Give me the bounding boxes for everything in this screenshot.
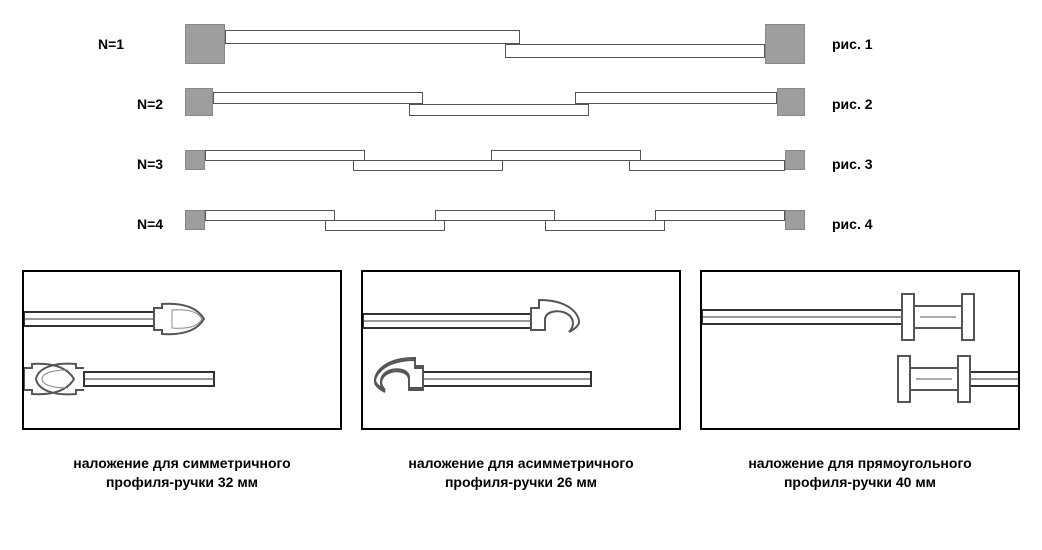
fig-label: рис. 4	[832, 216, 873, 232]
end-block-right	[777, 88, 805, 116]
end-block-left	[185, 150, 205, 170]
end-block-right	[785, 210, 805, 230]
top-schematics: N=1 рис. 1 N=2 рис. 2 N=3 рис.	[0, 0, 1042, 260]
panel	[491, 150, 641, 161]
caption-line2: профиля-ручки 40 мм	[784, 474, 936, 490]
schematic-n2	[185, 82, 805, 126]
symmetric-profile-icon	[24, 272, 342, 430]
n-label: N=2	[137, 96, 163, 112]
profile-box	[700, 270, 1020, 430]
fig-label: рис. 1	[832, 36, 873, 52]
row-n1: N=1 рис. 1	[0, 14, 1042, 74]
panel	[205, 150, 365, 161]
end-block-right	[765, 24, 805, 64]
profile-section: наложение для симметричного профиля-ручк…	[0, 270, 1042, 492]
panel	[353, 160, 503, 171]
n-label: N=1	[98, 36, 124, 52]
panel	[575, 92, 777, 104]
panel	[225, 30, 520, 44]
panel	[505, 44, 765, 58]
caption: наложение для асимметричного профиля-руч…	[361, 454, 681, 492]
row-n4: N=4 рис. 4	[0, 194, 1042, 254]
panel	[205, 210, 335, 221]
panel	[545, 220, 665, 231]
panel	[435, 210, 555, 221]
end-block-left	[185, 24, 225, 64]
caption-line2: профиля-ручки 32 мм	[106, 474, 258, 490]
panel	[629, 160, 785, 171]
n-label: N=3	[137, 156, 163, 172]
profile-box	[22, 270, 342, 430]
caption: наложение для симметричного профиля-ручк…	[22, 454, 342, 492]
n-label: N=4	[137, 216, 163, 232]
panel	[325, 220, 445, 231]
panel	[213, 92, 423, 104]
profile-asymmetric: наложение для асимметричного профиля-руч…	[361, 270, 681, 492]
fig-label: рис. 3	[832, 156, 873, 172]
panel	[655, 210, 785, 221]
row-n3: N=3 рис. 3	[0, 134, 1042, 194]
schematic-n4	[185, 202, 805, 246]
end-block-left	[185, 88, 213, 116]
caption-line1: наложение для асимметричного	[408, 455, 633, 471]
profile-box	[361, 270, 681, 430]
asymmetric-profile-icon	[363, 272, 681, 430]
caption-line1: наложение для прямоугольного	[748, 455, 971, 471]
rectangular-profile-icon	[702, 272, 1020, 430]
schematic-n3	[185, 142, 805, 186]
caption-line1: наложение для симметричного	[73, 455, 290, 471]
fig-label: рис. 2	[832, 96, 873, 112]
profile-rectangular: наложение для прямоугольного профиля-руч…	[700, 270, 1020, 492]
profile-symmetric: наложение для симметричного профиля-ручк…	[22, 270, 342, 492]
profiles-row: наложение для симметричного профиля-ручк…	[0, 270, 1042, 492]
caption-line2: профиля-ручки 26 мм	[445, 474, 597, 490]
schematic-n1	[185, 22, 805, 66]
panel	[409, 104, 589, 116]
caption: наложение для прямоугольного профиля-руч…	[700, 454, 1020, 492]
row-n2: N=2 рис. 2	[0, 74, 1042, 134]
end-block-left	[185, 210, 205, 230]
end-block-right	[785, 150, 805, 170]
